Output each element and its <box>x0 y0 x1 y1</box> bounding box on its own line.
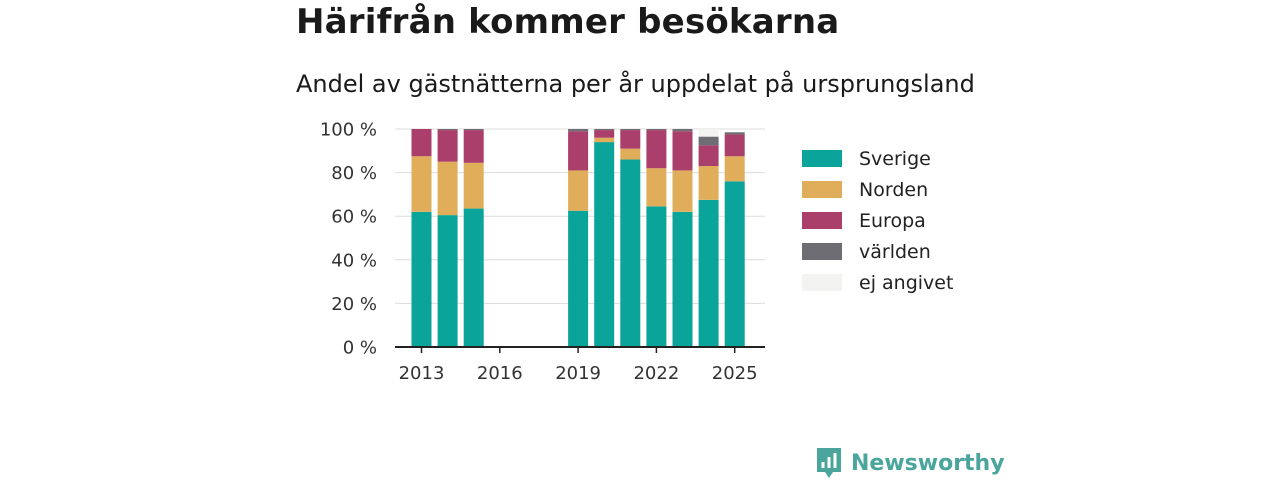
bar-segment <box>646 130 667 169</box>
y-tick-label: 80 % <box>331 163 377 184</box>
bar-segment <box>594 130 615 138</box>
bar-segment <box>672 211 693 347</box>
y-tick-label: 0 % <box>343 338 377 359</box>
bar-segment <box>724 156 745 182</box>
bar-segment <box>568 129 589 132</box>
bar-segment <box>568 131 589 171</box>
y-tick-label: 40 % <box>331 250 377 271</box>
stacked-bar-chart: 0 % 20 % 40 % 60 % 80 % 100 % 2013 2016 2019 202… <box>320 120 954 385</box>
bar-segment <box>463 130 484 163</box>
legend: Sverige Norden Europa världen ej angivet <box>802 148 953 294</box>
bar-segment <box>698 129 719 137</box>
bar-segment <box>568 170 589 211</box>
y-tick-label: 20 % <box>331 294 377 315</box>
legend-swatch <box>802 212 842 229</box>
bar-segment <box>437 129 458 131</box>
bar-segment <box>463 162 484 209</box>
bar-segment <box>411 129 432 157</box>
bar-segment <box>698 166 719 200</box>
bar-segment <box>698 145 719 167</box>
legend-swatch <box>802 150 842 167</box>
y-tick-label: 60 % <box>331 207 377 228</box>
x-tick-label: 2016 <box>477 363 523 384</box>
legend-label: ej angivet <box>859 272 953 294</box>
bar-segment <box>646 129 667 131</box>
bar-segment <box>620 159 641 347</box>
bar-segment <box>646 168 667 207</box>
x-tick-label: 2019 <box>555 363 601 384</box>
bars <box>411 129 745 347</box>
bar-segment <box>437 161 458 216</box>
x-tick-label: 2013 <box>399 363 445 384</box>
y-tick-label: 100 % <box>320 120 377 141</box>
bar-segment <box>620 130 641 149</box>
bar-segment <box>698 136 719 146</box>
bar-segment <box>672 170 693 212</box>
bar-segment <box>724 134 745 157</box>
bar-segment <box>437 215 458 347</box>
chart-subtitle: Andel av gästnätterna per år uppdelat på… <box>296 70 975 98</box>
bar-segment <box>620 129 641 131</box>
bar-segment <box>672 129 693 132</box>
bar-segment <box>463 129 484 131</box>
chart-title: Härifrån kommer besökarna <box>296 2 840 42</box>
bar-segment <box>594 137 615 143</box>
newsworthy-logo: Newsworthy <box>815 446 1005 480</box>
bar-segment <box>411 156 432 212</box>
x-tick-label: 2022 <box>633 363 679 384</box>
bar-segment <box>646 206 667 347</box>
bar-segment <box>463 208 484 347</box>
legend-swatch <box>802 274 842 291</box>
legend-label: världen <box>859 241 931 263</box>
bar-segment <box>411 211 432 347</box>
brand-name: Newsworthy <box>851 450 1005 476</box>
legend-label: Sverige <box>859 148 931 170</box>
x-tick-label: 2025 <box>712 363 758 384</box>
legend-swatch <box>802 243 842 260</box>
y-axis-ticks: 0 % 20 % 40 % 60 % 80 % 100 % <box>320 120 377 359</box>
newsworthy-logo-icon <box>817 448 841 478</box>
bar-segment <box>698 199 719 347</box>
bar-segment <box>620 148 641 160</box>
legend-label: Norden <box>859 179 928 201</box>
legend-label: Europa <box>859 210 926 232</box>
bar-segment <box>724 132 745 135</box>
bar-segment <box>594 129 615 131</box>
bar-segment <box>568 210 589 347</box>
bar-segment <box>672 131 693 171</box>
legend-swatch <box>802 181 842 198</box>
bar-segment <box>437 130 458 162</box>
bar-segment <box>594 142 615 347</box>
x-axis: 2013 2016 2019 2022 2025 <box>395 346 765 384</box>
bar-segment <box>724 181 745 347</box>
